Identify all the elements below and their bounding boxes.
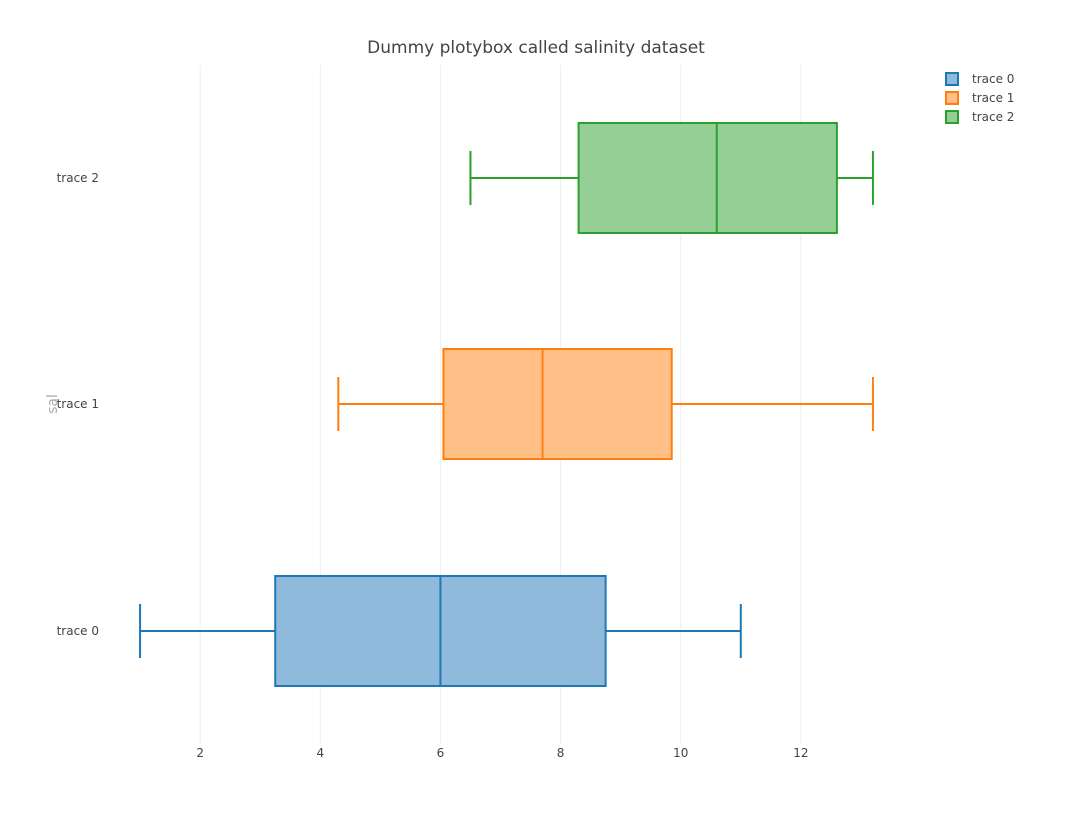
- legend-label-trace-2: trace 2: [972, 110, 1014, 124]
- x-tick-label-12: 12: [793, 746, 808, 760]
- legend-swatch-trace-2: [945, 110, 959, 124]
- y-tick-label-trace-1: trace 1: [57, 397, 99, 411]
- box-trace-2: [469, 122, 874, 234]
- y-axis-title: sal: [45, 394, 61, 414]
- legend-swatch-trace-1: [945, 91, 959, 105]
- box-trace-1: [337, 348, 874, 460]
- x-tick-label-6: 6: [437, 746, 445, 760]
- chart-title: Dummy plotybox called salinity dataset: [367, 38, 705, 58]
- legend-label-trace-0: trace 0: [972, 72, 1014, 86]
- legend-item-trace-1: trace 1: [945, 91, 1014, 105]
- iqr-box-trace-2: [577, 122, 838, 234]
- x-tick-label-10: 10: [673, 746, 688, 760]
- box-trace-0: [139, 575, 742, 687]
- legend: trace 0 trace 1 trace 2: [945, 72, 1014, 124]
- x-tick-label-8: 8: [557, 746, 565, 760]
- iqr-box-trace-1: [442, 348, 673, 460]
- legend-item-trace-2: trace 2: [945, 110, 1014, 124]
- y-tick-label-trace-2: trace 2: [57, 171, 99, 185]
- y-tick-label-trace-0: trace 0: [57, 624, 99, 638]
- legend-swatch-trace-0: [945, 72, 959, 86]
- x-tick-label-2: 2: [196, 746, 204, 760]
- legend-label-trace-1: trace 1: [972, 91, 1014, 105]
- box-layer: [139, 122, 874, 687]
- x-tick-label-4: 4: [316, 746, 324, 760]
- legend-item-trace-0: trace 0: [945, 72, 1014, 86]
- axis-layer: 2 4 6 8 10 12 trace 0 trace 1 trace 2: [57, 171, 809, 760]
